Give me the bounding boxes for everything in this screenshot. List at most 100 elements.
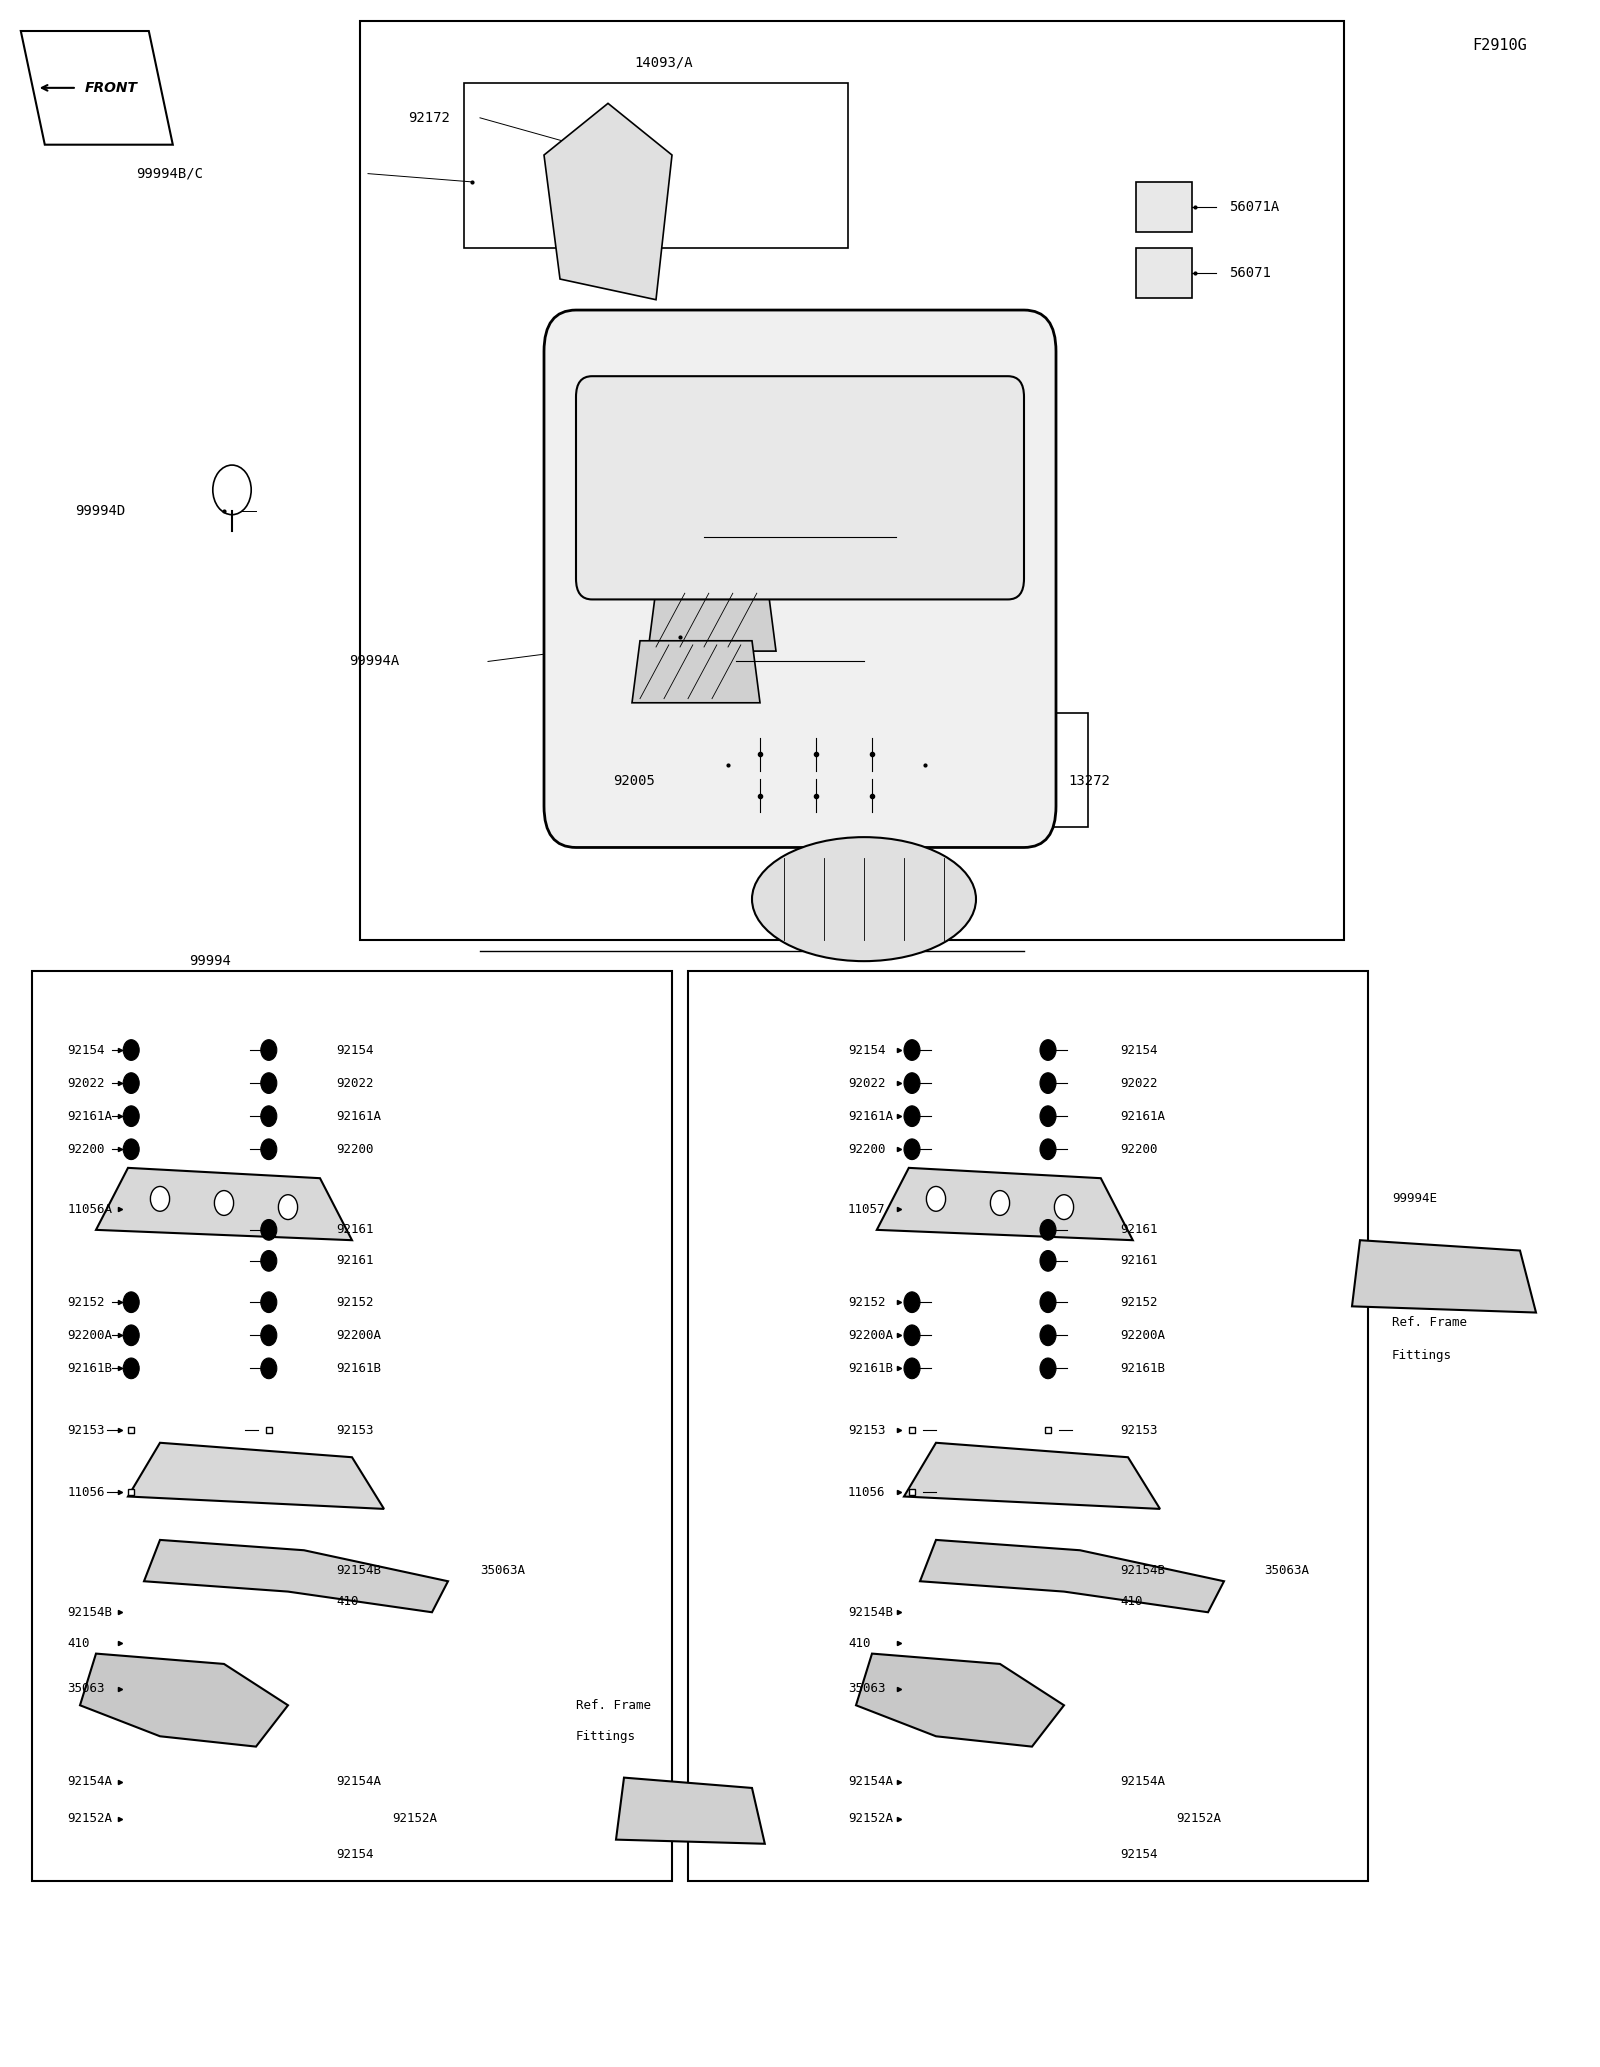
Text: 92161A: 92161A [1120, 1110, 1165, 1122]
Circle shape [214, 1191, 234, 1215]
FancyBboxPatch shape [576, 376, 1024, 599]
Circle shape [904, 1073, 920, 1093]
Text: 56071: 56071 [1229, 267, 1270, 279]
Text: 410: 410 [848, 1637, 870, 1649]
Circle shape [261, 1325, 277, 1346]
Text: 92152A: 92152A [67, 1813, 112, 1825]
Circle shape [261, 1292, 277, 1313]
Text: 92154B: 92154B [67, 1606, 112, 1618]
Text: 92154A: 92154A [1120, 1776, 1165, 1788]
Circle shape [261, 1040, 277, 1060]
Text: 92161A: 92161A [848, 1110, 893, 1122]
Text: 92200: 92200 [1120, 1143, 1157, 1155]
Bar [624, 713, 1088, 827]
Bar [728, 723, 920, 816]
Text: 410: 410 [1120, 1596, 1142, 1608]
Text: 92152: 92152 [848, 1296, 885, 1308]
Circle shape [261, 1220, 277, 1240]
Polygon shape [21, 31, 173, 145]
Circle shape [904, 1040, 920, 1060]
Text: 92154A: 92154A [67, 1776, 112, 1788]
Circle shape [1040, 1325, 1056, 1346]
Text: 92153: 92153 [67, 1424, 104, 1437]
Text: 92152A: 92152A [392, 1813, 437, 1825]
Bar [1136, 182, 1192, 232]
Circle shape [990, 1191, 1010, 1215]
Text: 92154: 92154 [336, 1848, 373, 1860]
Circle shape [261, 1139, 277, 1160]
Text: 92200A: 92200A [1120, 1329, 1165, 1341]
Text: 14093/A: 14093/A [635, 56, 693, 68]
Polygon shape [632, 641, 760, 703]
Text: 92153: 92153 [336, 1424, 373, 1437]
Circle shape [904, 1358, 920, 1379]
Text: 92153: 92153 [848, 1424, 885, 1437]
Circle shape [123, 1106, 139, 1127]
Text: 92161: 92161 [1120, 1255, 1157, 1267]
FancyBboxPatch shape [544, 310, 1056, 847]
Text: 92154A: 92154A [336, 1776, 381, 1788]
Text: 92161: 92161 [1120, 1224, 1157, 1236]
Text: 92154: 92154 [336, 1044, 373, 1056]
Circle shape [1040, 1073, 1056, 1093]
Text: 92161: 92161 [336, 1255, 373, 1267]
Bar [1136, 248, 1192, 298]
Circle shape [261, 1358, 277, 1379]
Circle shape [1040, 1358, 1056, 1379]
Text: 92152: 92152 [1120, 1296, 1157, 1308]
Circle shape [150, 1186, 170, 1211]
Polygon shape [544, 103, 672, 300]
Text: Fittings: Fittings [1392, 1350, 1453, 1362]
Text: 92152A: 92152A [1176, 1813, 1221, 1825]
Circle shape [123, 1292, 139, 1313]
Circle shape [1040, 1106, 1056, 1127]
Text: Ref. Frame: Ref. Frame [1392, 1317, 1467, 1329]
Circle shape [1040, 1292, 1056, 1313]
Text: 92161A: 92161A [336, 1110, 381, 1122]
Polygon shape [920, 1540, 1224, 1612]
Ellipse shape [752, 837, 976, 961]
Text: 92200: 92200 [67, 1143, 104, 1155]
Text: 11057: 11057 [848, 1203, 885, 1215]
Text: 99994E: 99994E [1392, 1193, 1437, 1205]
Polygon shape [877, 1168, 1133, 1240]
Text: 13272: 13272 [1069, 775, 1110, 788]
Text: 92022: 92022 [336, 1077, 373, 1089]
Text: 92154B: 92154B [848, 1606, 893, 1618]
Text: 35063: 35063 [67, 1683, 104, 1695]
Text: 92154: 92154 [67, 1044, 104, 1056]
Text: 92200: 92200 [336, 1143, 373, 1155]
Text: 99994D: 99994D [75, 504, 125, 517]
Text: 35063: 35063 [848, 1683, 885, 1695]
Polygon shape [904, 1443, 1160, 1509]
Text: 11056A: 11056A [67, 1203, 112, 1215]
Circle shape [123, 1325, 139, 1346]
Text: 92152: 92152 [336, 1296, 373, 1308]
Text: 92172: 92172 [408, 112, 450, 124]
Text: Ref. Frame: Ref. Frame [576, 1699, 651, 1711]
Circle shape [926, 1186, 946, 1211]
Text: 92022: 92022 [848, 1077, 885, 1089]
Text: FRONT: FRONT [85, 81, 138, 95]
Text: 92161B: 92161B [1120, 1362, 1165, 1375]
Text: 92154A: 92154A [848, 1776, 893, 1788]
Text: 11056: 11056 [67, 1486, 104, 1499]
Text: 92161A: 92161A [67, 1110, 112, 1122]
Circle shape [904, 1106, 920, 1127]
Circle shape [278, 1195, 298, 1220]
Text: 92200: 92200 [848, 1143, 885, 1155]
Circle shape [904, 1292, 920, 1313]
Text: 11056: 11056 [848, 1486, 885, 1499]
Bar [360, 21, 1344, 940]
Text: 410: 410 [67, 1637, 90, 1649]
Circle shape [123, 1040, 139, 1060]
Circle shape [261, 1106, 277, 1127]
Circle shape [261, 1251, 277, 1271]
Circle shape [123, 1073, 139, 1093]
Circle shape [123, 1139, 139, 1160]
Text: 92161B: 92161B [336, 1362, 381, 1375]
Circle shape [1054, 1195, 1074, 1220]
Text: 92022: 92022 [67, 1077, 104, 1089]
Text: 92161B: 92161B [67, 1362, 112, 1375]
Text: 92200A: 92200A [67, 1329, 112, 1341]
